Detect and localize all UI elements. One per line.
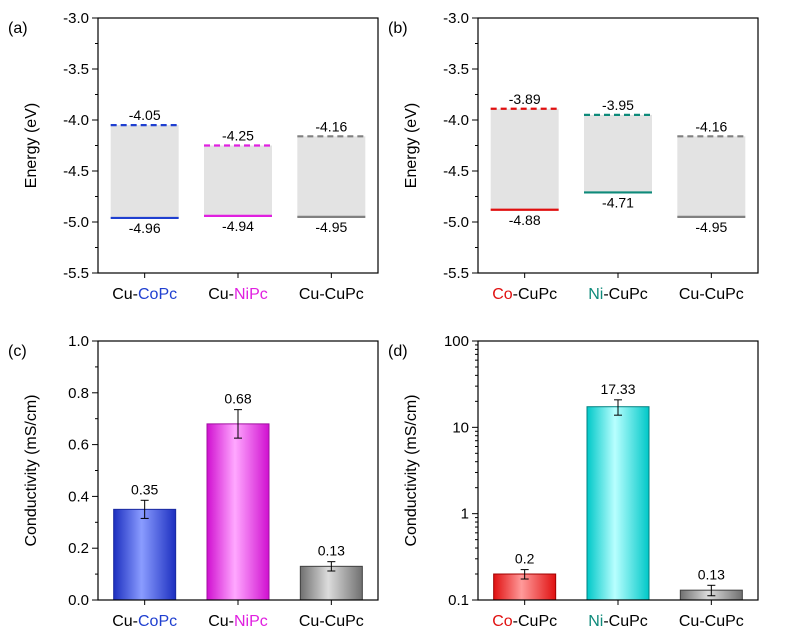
gap-band (677, 136, 746, 217)
x-category-label: Cu-CuPc (299, 613, 364, 630)
y-tick-label: 0.2 (68, 540, 89, 557)
category-highlight: CoPc (138, 286, 177, 303)
category-highlight: Co (492, 613, 513, 630)
panel-letter: (d) (388, 343, 408, 360)
y-tick-label: -4.5 (63, 163, 89, 180)
bar-value-label: 0.68 (224, 391, 251, 407)
y-tick-label: 1.0 (68, 333, 89, 350)
category-prefix: Cu- (112, 613, 138, 630)
panel-a: (a) Energy (eV) -4.05 -4.96 -4.25 -4.94 -4.16 -… (8, 10, 379, 303)
category-prefix: Cu- (112, 286, 138, 303)
panel-letter: (c) (8, 343, 27, 360)
category-highlight: Co (492, 286, 513, 303)
y-tick-label: 100 (444, 333, 469, 350)
bar (206, 423, 270, 601)
homo-value-label: -4.95 (695, 219, 727, 235)
bar (113, 508, 177, 601)
homo-value-label: -4.95 (315, 219, 347, 235)
y-tick-label: -4.0 (443, 112, 469, 129)
lumo-value-label: -4.05 (129, 107, 161, 123)
bar (586, 406, 650, 601)
category-prefix: Cu-CuPc (679, 613, 744, 630)
bar-value-label: 0.13 (318, 543, 345, 559)
panel-letter: (a) (8, 20, 28, 37)
x-category-label: Co-CuPc (492, 286, 557, 303)
y-tick-label: -3.5 (443, 61, 469, 78)
gap-band (204, 145, 272, 216)
x-category-label: Ni-CuPc (588, 286, 648, 303)
bar-value-label: 17.33 (600, 381, 635, 397)
category-suffix: -CuPc (603, 613, 647, 630)
category-prefix: Cu- (208, 613, 234, 630)
y-tick-label: -3.5 (63, 61, 89, 78)
gap-band (584, 114, 652, 193)
category-prefix: Cu-CuPc (679, 286, 744, 303)
y-tick-label: -3.0 (63, 10, 89, 27)
y-tick-label: 1 (461, 506, 469, 523)
y-tick-label: -3.0 (443, 10, 469, 27)
y-axis-label: Conductivity (mS/cm) (403, 394, 420, 546)
y-tick-label: -5.0 (443, 214, 469, 231)
y-tick-label: -5.0 (63, 214, 89, 231)
x-category-label: Cu-CuPc (679, 613, 744, 630)
homo-value-label: -4.71 (602, 194, 634, 210)
category-highlight: CoPc (138, 613, 177, 630)
gap-band (110, 125, 179, 218)
lumo-value-label: -3.95 (602, 97, 634, 113)
gap-band (490, 108, 559, 210)
x-category-label: Cu-CoPc (112, 613, 177, 630)
category-suffix: -CuPc (513, 286, 557, 303)
y-axis-label: Energy (eV) (23, 103, 40, 188)
bar-value-label: 0.2 (515, 551, 535, 567)
bar-value-label: 0.13 (698, 566, 725, 582)
lumo-value-label: -3.89 (509, 91, 541, 107)
y-tick-label: 0.1 (448, 592, 469, 609)
x-category-label: Cu-CuPc (299, 286, 364, 303)
bar (493, 573, 557, 601)
category-prefix: Cu- (208, 286, 234, 303)
category-highlight: NiPc (234, 613, 268, 630)
x-category-label: Cu-CoPc (112, 286, 177, 303)
x-category-label: Co-CuPc (492, 613, 557, 630)
panel-c: (c) Conductivity (mS/cm) 0.35 0.68 0.13 0.0 0.… (8, 333, 379, 630)
y-axis-label: Conductivity (mS/cm) (23, 394, 40, 546)
lumo-value-label: -4.25 (222, 128, 254, 144)
y-tick-label: -4.5 (443, 163, 469, 180)
y-tick-label: 0.6 (68, 437, 89, 454)
lumo-value-label: -4.16 (315, 118, 347, 134)
category-suffix: -CuPc (603, 286, 647, 303)
gap-band (297, 136, 366, 217)
y-tick-label: 0.4 (68, 488, 89, 505)
homo-value-label: -4.94 (222, 218, 254, 234)
x-category-label: Ni-CuPc (588, 613, 648, 630)
y-tick-label: -5.5 (63, 265, 89, 282)
category-highlight: Ni (588, 286, 603, 303)
y-tick-label: 0.0 (68, 592, 89, 609)
y-tick-label: -4.0 (63, 112, 89, 129)
x-category-label: Cu-NiPc (208, 286, 268, 303)
category-prefix: Cu-CuPc (299, 286, 364, 303)
x-category-label: Cu-NiPc (208, 613, 268, 630)
y-tick-label: -5.5 (443, 265, 469, 282)
y-tick-label: 0.8 (68, 385, 89, 402)
panel-letter: (b) (388, 20, 408, 37)
y-axis-label: Energy (eV) (403, 103, 420, 188)
x-category-label: Cu-CuPc (679, 286, 744, 303)
lumo-value-label: -4.16 (695, 118, 727, 134)
category-highlight: NiPc (234, 286, 268, 303)
category-highlight: Ni (588, 613, 603, 630)
bar-value-label: 0.35 (131, 481, 158, 497)
homo-value-label: -4.96 (129, 220, 161, 236)
category-prefix: Cu-CuPc (299, 613, 364, 630)
homo-value-label: -4.88 (509, 212, 541, 228)
panel-d: (d)Conductivity (mS/cm)0.217.330.1310010… (388, 333, 759, 630)
y-tick-label: 10 (452, 419, 469, 436)
category-suffix: -CuPc (513, 613, 557, 630)
panel-b: (b) Energy (eV) -3.89 -4.88 -3.95 -4.71 -4.16 -… (388, 10, 759, 303)
